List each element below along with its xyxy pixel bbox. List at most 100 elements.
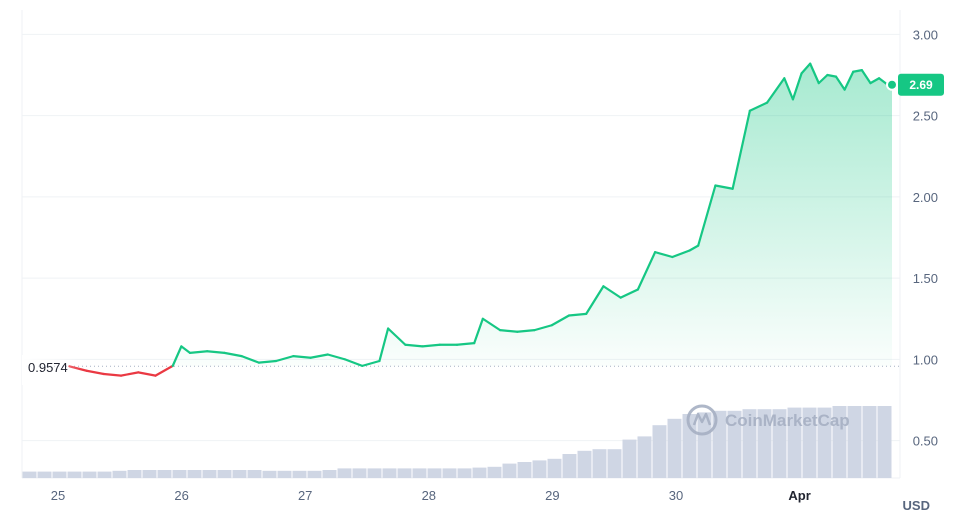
price-segment: [748, 101, 769, 112]
price-segment: [309, 353, 329, 359]
volume-bar: [262, 470, 277, 478]
price-segment: [171, 345, 183, 367]
open-label-fade: [22, 355, 82, 385]
price-segment: [378, 327, 390, 363]
price-segment: [361, 359, 381, 367]
x-tick-label: 25: [51, 488, 65, 503]
price-segment: [869, 77, 881, 85]
volume-bar: [292, 470, 307, 478]
volume-bar: [202, 470, 217, 478]
price-segment: [602, 285, 622, 299]
volume-bar: [67, 471, 82, 478]
volume-bar: [547, 458, 562, 478]
volume-bar: [127, 470, 142, 478]
volume-bar: [592, 449, 607, 478]
volume-bar: [787, 407, 802, 478]
price-segment: [791, 72, 803, 101]
volume-bar: [877, 406, 892, 478]
logo-mark-icon: [692, 412, 712, 426]
price-area: [69, 63, 893, 367]
price-segment: [154, 364, 174, 377]
volume-bar: [157, 470, 172, 478]
price-segment: [455, 342, 476, 346]
volume-bar: [697, 412, 712, 478]
volume-bar: [442, 468, 457, 478]
price-segment: [826, 73, 838, 78]
volume-bar: [172, 470, 187, 478]
volume-bar: [517, 462, 532, 478]
price-segment: [636, 251, 657, 291]
y-tick-label: 2.50: [913, 109, 938, 124]
price-segment: [817, 73, 829, 85]
volume-bar: [712, 410, 727, 478]
volume-bar: [382, 468, 397, 478]
price-segment: [654, 251, 674, 259]
x-tick-label: 27: [298, 488, 312, 503]
price-segment: [85, 369, 105, 376]
price-segment: [765, 77, 786, 104]
price-segment: [843, 70, 855, 91]
current-price-badge: 2.69: [898, 73, 944, 96]
volume-bar: [607, 449, 622, 478]
volume-bar: [802, 407, 817, 478]
volume-bar: [412, 468, 427, 478]
volume-bar: [832, 406, 847, 478]
volume-bars: [22, 406, 892, 478]
volume-bar: [232, 470, 247, 478]
volume-bar: [817, 407, 832, 478]
price-segment: [860, 69, 872, 85]
price-segment: [404, 343, 424, 348]
volume-bar: [457, 468, 472, 478]
price-segment: [257, 359, 278, 364]
price-segment: [292, 355, 312, 359]
current-price-value: 2.69: [909, 78, 933, 92]
price-segment: [783, 77, 795, 101]
price-segment: [119, 371, 140, 377]
volume-bar: [622, 439, 637, 478]
watermark-text: CoinMarketCap: [725, 411, 850, 430]
y-axis: 3.00 2.50 2.00 1.50 1.00 0.50: [913, 27, 938, 448]
volume-bar: [187, 470, 202, 478]
volume-bar: [772, 409, 787, 478]
price-segment: [567, 312, 588, 317]
x-tick-label: 29: [545, 488, 559, 503]
volume-bar: [427, 468, 442, 478]
volume-bar: [742, 409, 757, 478]
price-segment: [516, 329, 536, 333]
price-segment: [223, 351, 243, 358]
price-segment: [585, 285, 605, 315]
volume-bar: [502, 463, 517, 478]
volume-bar: [487, 466, 502, 478]
current-price-badge-bg: [898, 73, 944, 96]
volume-bar: [142, 470, 157, 478]
price-segment: [731, 109, 751, 190]
x-tick-label: 26: [174, 488, 188, 503]
volume-bar: [652, 425, 667, 478]
price-segment: [714, 184, 734, 190]
open-price-label: 0.9574: [28, 360, 68, 375]
x-tick-label: Apr: [788, 488, 810, 503]
volume-bar: [367, 468, 382, 478]
volume-bar: [22, 471, 37, 478]
x-axis: 25 26 27 28 29 30 Apr: [51, 488, 811, 503]
current-price-dot: [886, 78, 898, 91]
price-segment: [697, 184, 717, 247]
price-segment: [473, 317, 484, 345]
price-segment: [102, 372, 123, 377]
coinmarketcap-logo-icon: [686, 404, 718, 436]
volume-bar: [82, 471, 97, 478]
price-area-fill: [69, 63, 893, 367]
volume-bar: [862, 406, 877, 478]
price-segment: [137, 371, 157, 377]
price-segment: [180, 345, 192, 354]
volume-bar: [337, 468, 352, 478]
price-segment: [671, 249, 691, 259]
currency-label: USD: [903, 498, 930, 513]
price-segment: [343, 358, 364, 367]
price-segment: [421, 343, 441, 348]
price-segment: [800, 62, 812, 75]
price-segment: [386, 327, 407, 346]
volume-bar: [757, 409, 772, 478]
volume-bar: [727, 410, 742, 478]
